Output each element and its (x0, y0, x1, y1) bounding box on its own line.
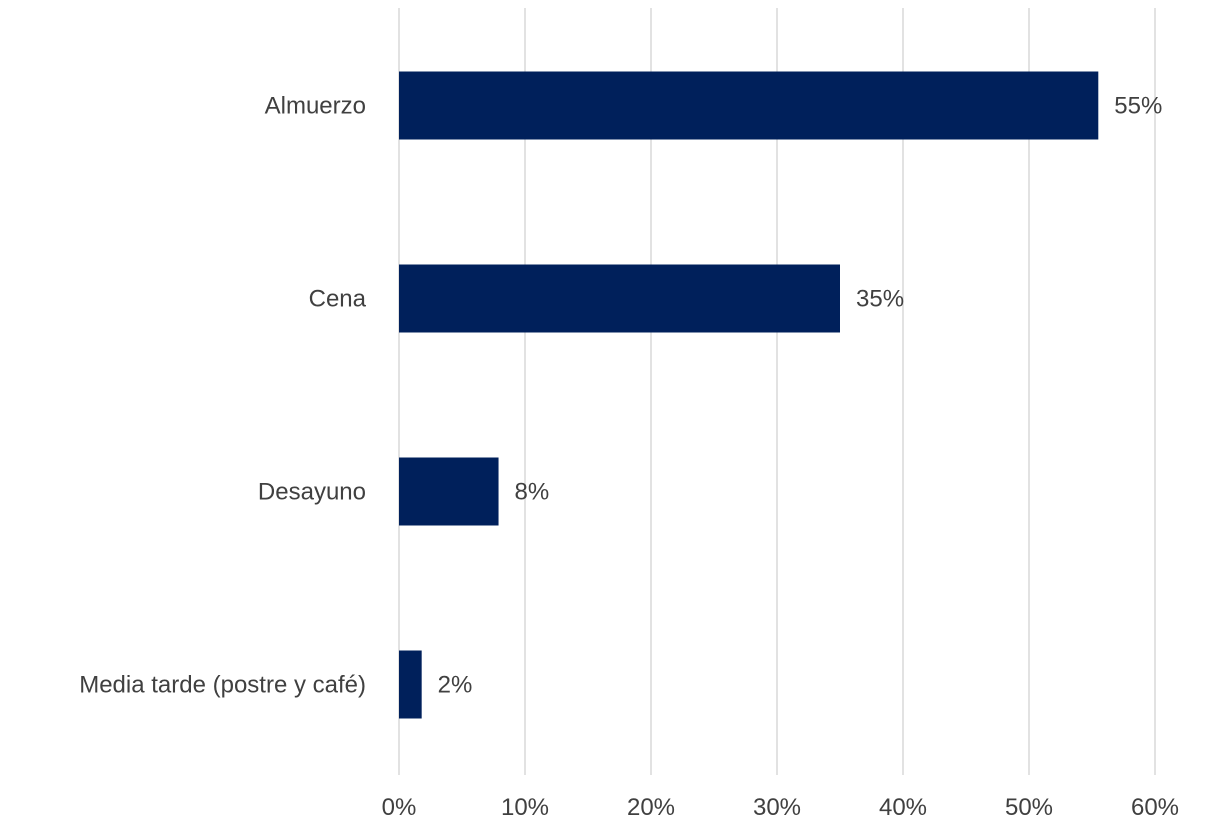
bar-1 (399, 71, 1099, 140)
x-tick-label: 40% (879, 794, 927, 821)
x-tick-label: 30% (753, 794, 801, 821)
x-tick-label: 50% (1005, 794, 1053, 821)
x-tick-label: 20% (627, 794, 675, 821)
x-tick-label: 0% (382, 794, 417, 821)
bar-4 (399, 650, 422, 719)
bar-3 (399, 457, 499, 526)
data-label: 35% (856, 286, 904, 313)
category-label: Desayuno (258, 479, 366, 506)
data-label: 2% (438, 672, 473, 699)
category-label: Cena (309, 286, 367, 313)
bars (399, 71, 1099, 719)
x-tick-label: 10% (501, 794, 549, 821)
data-label: 55% (1114, 93, 1162, 120)
bar-2 (399, 264, 840, 333)
x-tick-label: 60% (1131, 794, 1179, 821)
data-labels: 55% 35% 8% 2% (438, 93, 1163, 699)
category-label: Media tarde (postre y café) (79, 672, 366, 699)
category-label: Almuerzo (265, 93, 366, 120)
x-axis-tick-labels: 0% 10% 20% 30% 40% 50% 60% (382, 794, 1179, 821)
data-label: 8% (515, 479, 550, 506)
category-labels: Almuerzo Cena Desayuno Media tarde (postre … (79, 93, 366, 699)
